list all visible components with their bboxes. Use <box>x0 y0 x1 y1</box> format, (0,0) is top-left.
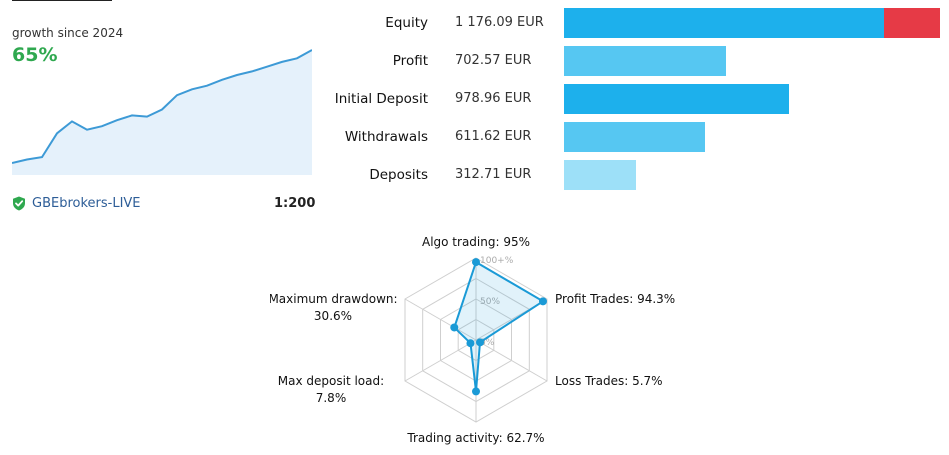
sparkline-line <box>12 49 312 164</box>
radar-scale-label: 100+% <box>480 256 514 266</box>
sparkline-area <box>12 50 312 175</box>
stat-bar-overflow <box>884 8 940 38</box>
radar-scale-label: 0% <box>480 338 495 348</box>
radar-point <box>538 297 547 306</box>
radar-point <box>476 338 485 347</box>
stat-bar <box>564 160 636 190</box>
growth-value: 65% <box>12 44 58 66</box>
radar-point <box>466 339 475 348</box>
stat-bar <box>564 122 705 152</box>
stat-label: Deposits <box>369 167 428 183</box>
radar-axis-line <box>404 298 477 341</box>
broker-link[interactable]: GBEbrokers-LIVE <box>12 196 141 211</box>
stat-value: 312.71 EUR <box>455 167 532 182</box>
stat-label: Withdrawals <box>344 129 428 145</box>
verified-shield-icon <box>13 196 25 211</box>
radar-axis-label: Profit Trades: 94.3% <box>555 292 675 306</box>
stat-value: 1 176.09 EUR <box>455 15 544 30</box>
radar-axis-label: Algo trading: 95% <box>422 235 530 249</box>
stat-value: 978.96 EUR <box>455 91 532 106</box>
stat-bar <box>564 46 726 76</box>
radar-axis-value: 30.6% <box>314 309 352 323</box>
radar-axis-line <box>404 339 477 382</box>
top-divider <box>12 0 112 1</box>
stat-row-equity: Equity 1 176.09 EUR <box>320 8 940 38</box>
radar-point <box>472 258 480 267</box>
leverage-value: 1:200 <box>274 196 316 211</box>
stat-row-withdrawals: Withdrawals 611.62 EUR <box>320 122 940 152</box>
stat-bar <box>564 84 789 114</box>
stat-label: Profit <box>392 53 428 69</box>
growth-label: growth since 2024 <box>12 26 124 40</box>
stat-row-deposits: Deposits 312.71 EUR <box>320 160 940 190</box>
stat-value: 611.62 EUR <box>455 129 532 144</box>
stat-value: 702.57 EUR <box>455 53 532 68</box>
radar-axis-label: Trading activity: 62.7% <box>406 431 544 445</box>
growth-sparkline <box>12 49 312 175</box>
stat-label: Equity <box>385 15 428 31</box>
broker-name: GBEbrokers-LIVE <box>32 196 141 211</box>
radar-axis-line <box>475 339 548 382</box>
radar-axis-label: Maximum drawdown: <box>270 292 398 306</box>
radar-axis-label: Max deposit load: <box>278 374 384 388</box>
radar-scale-label: 50% <box>480 297 500 307</box>
stat-bar <box>564 8 884 38</box>
trading-radar-chart: 100+% 50% 0% Algo trading: 95% Profit Trades… <box>270 235 675 445</box>
radar-axis-label: Loss Trades: 5.7% <box>555 374 663 388</box>
stat-row-profit: Profit 702.57 EUR <box>320 46 940 76</box>
radar-point <box>472 387 480 396</box>
stat-row-initial-deposit: Initial Deposit 978.96 EUR <box>320 84 940 114</box>
radar-axis-value: 7.8% <box>316 391 347 405</box>
stat-label: Initial Deposit <box>334 91 428 107</box>
radar-point <box>450 323 459 332</box>
